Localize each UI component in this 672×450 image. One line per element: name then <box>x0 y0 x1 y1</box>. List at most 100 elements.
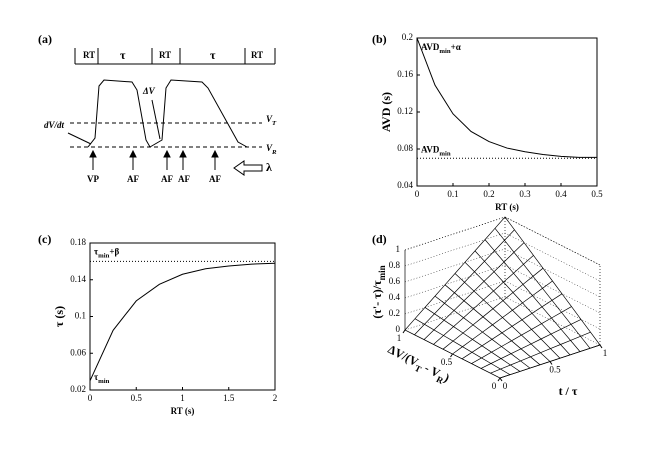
annotation: AVDmin+α <box>421 42 461 55</box>
text-run: τ <box>94 372 99 382</box>
annotation: τmin+β <box>94 246 120 259</box>
slope-label: dV/dt <box>44 120 65 130</box>
x-tick-label: 0.5 <box>591 189 603 199</box>
mesh-line <box>444 284 541 366</box>
z-tick-label: 0 <box>396 324 401 334</box>
grid-line <box>404 296 601 346</box>
x-tick-label: 0.4 <box>555 189 567 199</box>
mesh-line <box>474 250 571 356</box>
x-axis-label: RT (s) <box>171 406 195 416</box>
subscript: min <box>439 150 450 157</box>
z-tick-label: 0.4 <box>389 292 401 302</box>
delta-label: ΔV <box>142 86 156 96</box>
y-axis-label: AVD (s) <box>379 92 393 132</box>
input-arrow <box>233 160 263 176</box>
grid-line <box>404 264 601 314</box>
annotation: AVDmin <box>421 144 451 157</box>
text-run: (τ'- τ)/τ <box>370 280 384 319</box>
z-tick-label: 0.8 <box>389 260 401 270</box>
x-tick-label: 0 <box>415 189 420 199</box>
x-tick-label: 1 <box>180 393 185 403</box>
mesh-line <box>404 329 501 379</box>
y-tick-label: 0.12 <box>397 106 413 116</box>
z-axis-label: (τ'- τ)/τmin <box>370 265 387 318</box>
reset-label: VR <box>266 143 277 156</box>
y-tick <box>402 329 406 334</box>
x-tick-label: 0.3 <box>519 189 531 199</box>
y-tick-label: 0.04 <box>397 180 413 190</box>
y-tick <box>497 377 501 382</box>
arrow-heads <box>89 149 219 158</box>
grid-line <box>404 232 601 282</box>
x-tick-label: 1.5 <box>223 393 235 403</box>
interval-label: RT <box>83 50 95 60</box>
mesh-line <box>414 318 511 376</box>
text-run: V <box>266 143 273 153</box>
y-tick-label: 0.5 <box>441 357 453 367</box>
text-run: ) <box>442 370 452 384</box>
pointer <box>151 99 161 140</box>
y-tick-label: 0.16 <box>397 69 413 79</box>
threshold-label: VT <box>266 114 277 127</box>
y-tick-label: 1 <box>397 333 402 343</box>
text-run: +α <box>451 42 461 52</box>
x-axis-label: RT (s) <box>495 202 519 212</box>
x-tick-label: 0.2 <box>483 189 494 199</box>
x-tick <box>549 361 553 365</box>
y-tick-label: 0.18 <box>70 237 86 247</box>
pointer <box>67 132 92 145</box>
interval-label: RT <box>251 50 263 60</box>
text-run: +β <box>109 246 119 256</box>
x-axis-label: t / τ <box>559 384 578 398</box>
x-tick-label: 0.5 <box>131 393 143 403</box>
mesh-line <box>464 261 561 359</box>
subscript: T <box>413 363 423 375</box>
curve <box>416 37 597 158</box>
text-run: V <box>266 114 273 124</box>
mesh-line <box>484 239 581 352</box>
mesh-line <box>424 307 521 372</box>
mesh-line <box>454 273 551 362</box>
annotation: τmin <box>94 372 110 385</box>
x-tick-label: 0.5 <box>549 365 561 375</box>
input-label: λ <box>266 160 272 174</box>
x-tick <box>499 377 503 382</box>
text-run: AVD <box>421 144 440 154</box>
interval-label: τ <box>210 48 216 62</box>
x-tick-label: 2 <box>273 393 278 403</box>
membrane-trace <box>87 79 248 148</box>
y-tick-label: 0.2 <box>402 32 413 42</box>
event-label: AF <box>209 174 221 184</box>
text-run: AVD <box>421 42 440 52</box>
panel-label: (d) <box>372 232 387 246</box>
x-tick-label: 1 <box>603 348 608 358</box>
subscript: min <box>98 378 109 385</box>
x-tick <box>599 344 603 349</box>
subscript: min <box>98 252 109 259</box>
y-tick-label: 0.06 <box>70 347 86 357</box>
timing-labels: RT τ RT τ RT dV/dt ΔV VT VR λ VP AF AF A… <box>44 48 277 184</box>
curve <box>89 262 276 382</box>
y-tick-label: 0.02 <box>70 384 86 394</box>
z-tick-label: 1 <box>396 244 401 254</box>
panel-label: (c) <box>38 232 51 246</box>
y-tick-label: 0 <box>492 381 497 391</box>
timing-diagram <box>67 48 276 176</box>
mesh-line <box>434 295 531 369</box>
panel-label: (b) <box>372 32 387 46</box>
event-label: AF <box>161 174 173 184</box>
text-run: τ <box>94 246 99 256</box>
subscript: min <box>439 48 450 55</box>
mesh-line <box>494 228 591 349</box>
y-tick-label: 0.08 <box>397 143 413 153</box>
subscript: min <box>377 265 387 280</box>
grid-line <box>404 248 601 298</box>
x-tick-label: 0.1 <box>447 189 458 199</box>
z-tick-label: 0.6 <box>389 276 401 286</box>
x-tick-label: 0 <box>88 393 93 403</box>
subscript: R <box>271 149 277 156</box>
y-tick <box>450 353 453 358</box>
subscript: T <box>272 120 277 127</box>
